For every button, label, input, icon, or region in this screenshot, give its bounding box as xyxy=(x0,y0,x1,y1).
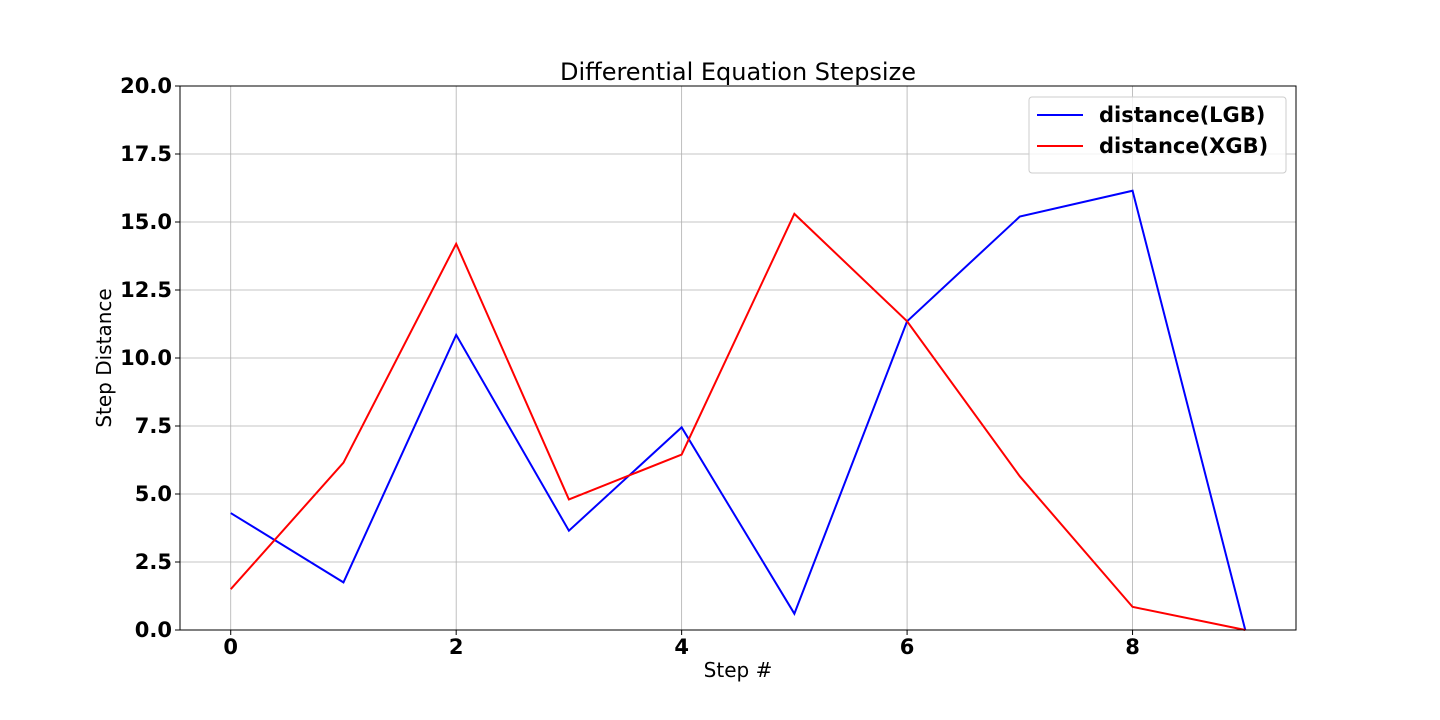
axis-ticks: 0 2 4 6 8 0.0 2.5 5.0 7.5 10.0 12.5 15.0 17.5 20.0 xyxy=(120,74,1140,659)
series-line-distance-lgb xyxy=(230,189,1247,631)
y-tick-label: 5.0 xyxy=(135,482,172,506)
chart-title: Differential Equation Stepsize xyxy=(560,58,916,86)
x-tick-label: 2 xyxy=(449,635,464,659)
y-axis-label: Step Distance xyxy=(92,288,116,427)
legend-label: distance(XGB) xyxy=(1099,134,1268,158)
series-lines xyxy=(229,189,1247,631)
x-tick-label: 4 xyxy=(674,635,689,659)
y-tick-label: 20.0 xyxy=(120,74,172,98)
x-tick-label: 8 xyxy=(1125,635,1140,659)
y-tick-label: 2.5 xyxy=(135,550,172,574)
y-tick-label: 7.5 xyxy=(135,414,172,438)
x-tick-label: 0 xyxy=(223,635,238,659)
legend-label: distance(LGB) xyxy=(1099,103,1265,127)
y-tick-label: 15.0 xyxy=(120,210,172,234)
x-tick-label: 6 xyxy=(900,635,915,659)
y-tick-label: 17.5 xyxy=(120,142,172,166)
y-tick-label: 10.0 xyxy=(120,346,172,370)
y-tick-label: 12.5 xyxy=(120,278,172,302)
legend-box xyxy=(1028,96,1287,174)
legend: distance(LGB) distance(XGB) xyxy=(1028,96,1287,174)
y-tick-label: 0.0 xyxy=(135,618,172,642)
series-line-distance-xgb xyxy=(229,212,1246,631)
x-axis-label: Step # xyxy=(704,658,773,682)
